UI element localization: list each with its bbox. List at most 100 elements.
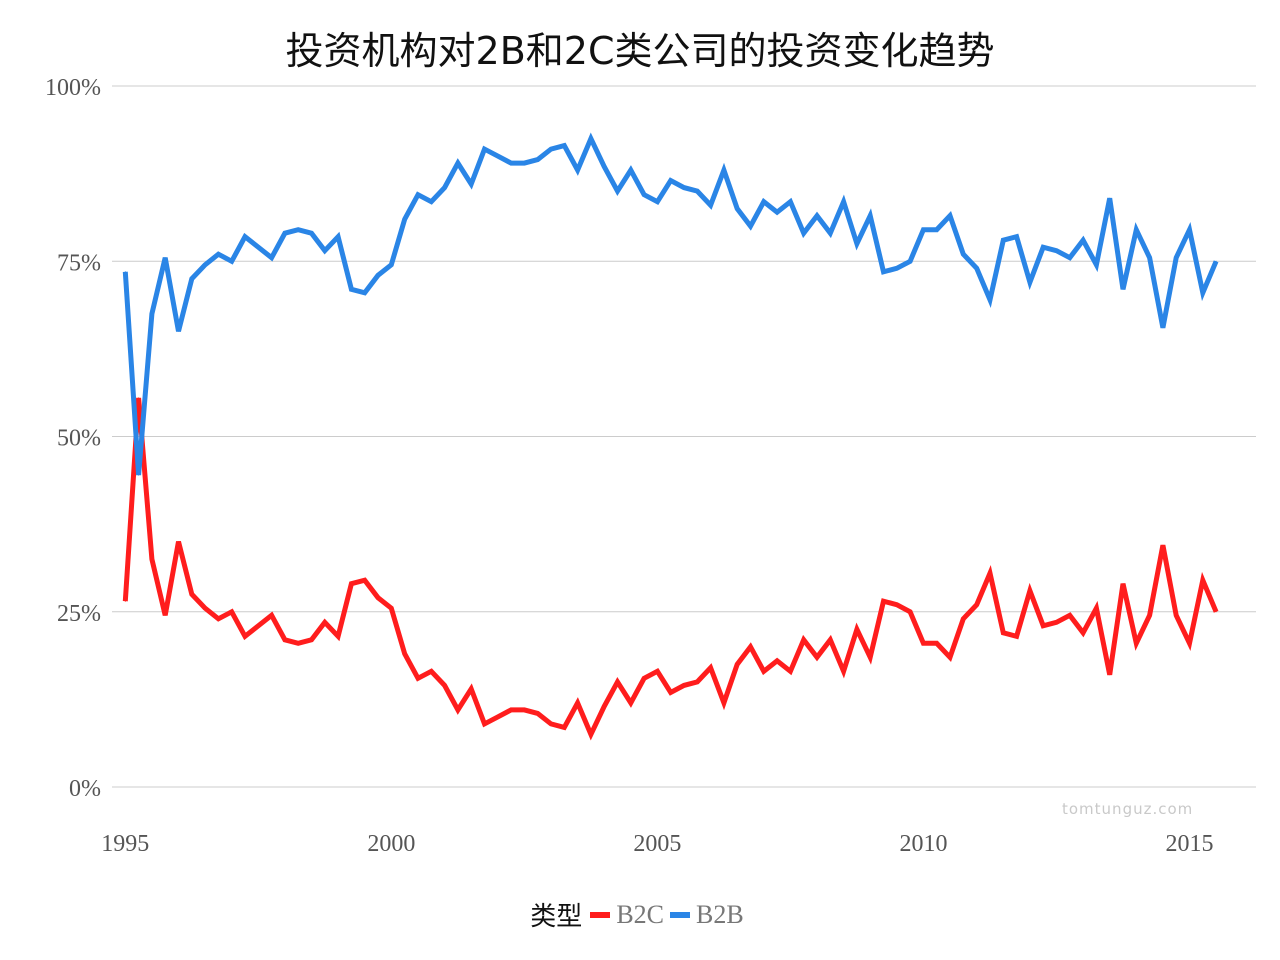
data-point-b2c [1202, 579, 1204, 581]
gridlines [112, 85, 1256, 788]
data-point-b2c [1175, 614, 1177, 616]
data-point-b2b [776, 211, 778, 213]
data-point-b2c [776, 660, 778, 662]
data-point-b2b [1002, 239, 1004, 241]
data-point-b2b [656, 201, 658, 203]
data-point-b2c [151, 558, 153, 560]
y-tick-label: 25% [57, 601, 101, 627]
data-point-b2b [510, 162, 512, 164]
data-point-b2b [337, 236, 339, 238]
data-point-b2b [670, 180, 672, 182]
data-point-b2c [763, 670, 765, 672]
data-point-b2c [444, 684, 446, 686]
data-point-b2b [976, 267, 978, 269]
data-point-b2b [164, 257, 166, 259]
data-point-b2b [577, 169, 579, 171]
data-point-b2b [856, 243, 858, 245]
data-point-b2c [1215, 611, 1217, 613]
data-point-b2c [1082, 632, 1084, 634]
data-point-b2b [683, 187, 685, 189]
series-line-b2c [122, 397, 1219, 741]
data-point-b2c [590, 733, 592, 735]
data-point-b2c [989, 572, 991, 574]
data-point-b2b [922, 229, 924, 231]
legend-title: 类型 [530, 902, 583, 932]
data-point-b2b [484, 148, 485, 150]
data-point-b2b [750, 225, 751, 227]
data-point-b2b [949, 215, 951, 217]
data-point-b2b [789, 201, 791, 203]
data-point-b2c [1042, 625, 1044, 627]
data-point-b2c [976, 604, 978, 606]
legend-item-b2c[interactable]: B2C [590, 900, 664, 930]
data-point-b2b [244, 236, 246, 238]
data-point-b2b [896, 267, 898, 269]
data-point-b2c [683, 684, 685, 686]
data-point-b2c [404, 653, 406, 655]
data-point-b2c [816, 656, 818, 658]
data-point-b2c [617, 681, 618, 683]
data-point-b2c [1002, 632, 1004, 634]
data-point-b2c [350, 583, 352, 585]
x-axis-ticks: 1995 2000 2005 2010 2015 [101, 831, 1213, 857]
chart-title: 投资机构对2B和2C类公司的投资变化趋势 [285, 29, 995, 73]
data-point-b2c [550, 723, 552, 725]
data-point-b2c [829, 639, 831, 641]
legend-label-b2b: B2B [696, 899, 744, 929]
data-point-b2b [1175, 257, 1177, 259]
data-point-b2b [936, 229, 938, 231]
data-point-b2b [1082, 239, 1084, 241]
data-point-b2b [723, 169, 725, 171]
data-point-b2b [1109, 197, 1111, 199]
data-point-b2b [430, 201, 432, 203]
data-point-b2c [537, 712, 539, 714]
data-point-b2b [1042, 246, 1044, 248]
data-point-b2b [364, 292, 366, 294]
x-tick-label: 2015 [1165, 831, 1213, 857]
data-point-b2b [138, 474, 140, 476]
data-point-b2c [710, 667, 712, 669]
data-point-b2b [563, 145, 565, 147]
data-point-b2c [257, 625, 259, 627]
data-point-b2b [736, 208, 738, 210]
series-points-b2b [124, 138, 1217, 476]
watermark: tomtunguz.com [1062, 800, 1194, 818]
data-point-b2b [231, 260, 233, 262]
data-point-b2c [124, 600, 126, 602]
data-point-b2b [1095, 264, 1097, 266]
y-tick-label: 100% [45, 75, 101, 101]
data-point-b2b [803, 232, 805, 234]
data-point-b2c [484, 723, 485, 725]
data-point-b2c [217, 618, 219, 620]
legend-item-b2b[interactable]: B2B [670, 900, 744, 930]
legend-swatch-b2b [670, 911, 690, 918]
data-point-b2c [1122, 583, 1124, 585]
data-point-b2b [962, 253, 964, 255]
x-tick-label: 2000 [367, 831, 415, 857]
data-point-b2b [151, 313, 153, 315]
data-point-b2b [457, 162, 459, 164]
data-point-b2c [936, 642, 938, 644]
data-point-b2c [670, 691, 672, 693]
data-point-b2c [723, 702, 725, 704]
data-point-b2c [1056, 621, 1057, 623]
data-point-b2c [843, 670, 845, 672]
data-point-b2c [856, 628, 858, 630]
data-point-b2b [550, 148, 552, 150]
x-tick-label: 1995 [101, 831, 149, 857]
data-point-b2b [257, 246, 259, 248]
data-point-b2b [417, 194, 419, 196]
data-point-b2c [577, 702, 579, 704]
data-point-b2c [364, 579, 366, 581]
data-point-b2c [311, 639, 312, 641]
y-tick-label: 50% [57, 426, 101, 452]
data-point-b2b [843, 201, 845, 203]
data-point-b2c [563, 726, 565, 728]
data-point-b2b [590, 138, 592, 140]
data-point-b2b [869, 215, 871, 217]
data-point-b2b [217, 253, 219, 255]
data-point-b2b [191, 278, 193, 280]
data-point-b2b [1202, 292, 1204, 294]
data-point-b2c [1069, 614, 1071, 616]
data-point-b2c [630, 702, 632, 704]
